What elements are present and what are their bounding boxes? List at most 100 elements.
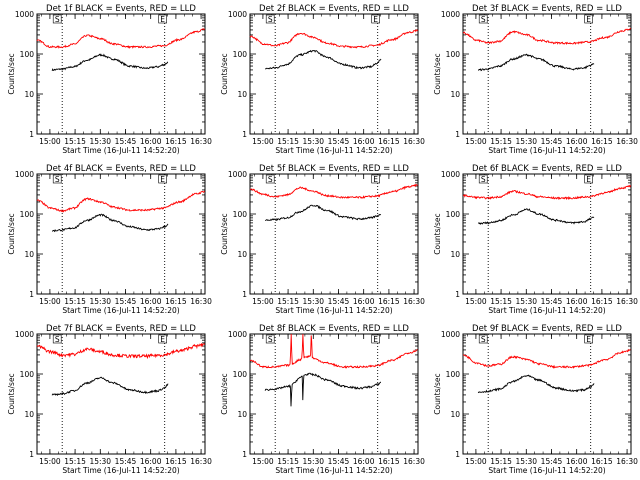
x-tick-label: 15:45: [328, 297, 350, 306]
x-axis-title: Start Time (16-Jul-11 14:52:20): [275, 146, 392, 155]
detector-panel-5: Det 5f BLACK = Events, RED = LLD 1 10 100 10…: [220, 164, 425, 315]
x-tick-label: 16:15: [591, 297, 613, 306]
plot-frame: [462, 173, 632, 295]
start-marker-letter: S: [481, 175, 486, 184]
detector-panel-2: Det 2f BLACK = Events, RED = LLD 1 10 100 10…: [220, 4, 425, 155]
marker-box: [371, 14, 380, 24]
start-marker-letter: S: [55, 175, 60, 184]
x-tick-label: 15:30: [302, 457, 324, 466]
marker-box: [52, 334, 62, 344]
x-tick-label: 16:30: [403, 137, 425, 146]
panel-title: Det 1f BLACK = Events, RED = LLD: [46, 4, 196, 14]
x-axis-title: Start Time (16-Jul-11 14:52:20): [62, 306, 179, 315]
y-axis-title: Counts/sec: [220, 213, 229, 254]
marker-box: [158, 334, 167, 344]
series-line-lld: [249, 29, 419, 49]
series-line-events: [264, 204, 382, 222]
x-axis-title: Start Time (16-Jul-11 14:52:20): [62, 466, 179, 475]
detector-panel-7: Det 7f BLACK = Events, RED = LLD 1 10 100 10…: [7, 324, 212, 475]
x-tick-label: 15:30: [302, 297, 324, 306]
start-marker-letter: S: [481, 335, 486, 344]
y-tick-label: 1000: [15, 10, 34, 19]
x-tick-label: 15:45: [115, 297, 137, 306]
start-marker-letter: S: [268, 335, 273, 344]
y-tick-label: 10: [450, 410, 460, 419]
x-tick-label: 15:00: [39, 137, 61, 146]
x-tick-label: 16:15: [165, 297, 187, 306]
y-tick-label: 1: [455, 450, 460, 459]
panel-title: Det 4f BLACK = Events, RED = LLD: [46, 164, 196, 174]
x-tick-label: 15:45: [541, 137, 563, 146]
x-tick-label: 15:15: [490, 137, 512, 146]
series-line-lld: [36, 190, 205, 213]
x-tick-label: 15:45: [115, 137, 137, 146]
y-tick-label: 100: [233, 50, 248, 59]
panel-title: Det 2f BLACK = Events, RED = LLD: [259, 4, 409, 14]
y-tick-label: 1: [242, 450, 247, 459]
x-tick-label: 15:45: [328, 137, 350, 146]
y-tick-label: 10: [450, 250, 460, 259]
x-tick-label: 16:30: [616, 137, 638, 146]
x-tick-label: 16:00: [140, 457, 162, 466]
series-line-events: [477, 374, 595, 394]
x-tick-label: 16:30: [616, 457, 638, 466]
series-line-lld: [36, 343, 205, 360]
x-tick-label: 16:00: [353, 457, 375, 466]
x-tick-label: 15:30: [302, 137, 324, 146]
plot-frame: [36, 13, 206, 135]
end-marker-letter: E: [373, 15, 378, 24]
y-tick-label: 10: [24, 90, 34, 99]
x-tick-label: 16:15: [591, 137, 613, 146]
y-tick-label: 1000: [441, 330, 460, 339]
y-tick-label: 100: [446, 370, 461, 379]
y-tick-label: 1: [29, 130, 34, 139]
end-marker-letter: E: [586, 15, 591, 24]
end-marker-letter: E: [586, 335, 591, 344]
x-tick-label: 16:00: [566, 297, 588, 306]
detector-panel-1: Det 1f BLACK = Events, RED = LLD 1 10 100 10…: [7, 4, 212, 155]
x-tick-label: 15:15: [277, 137, 299, 146]
panel-title: Det 7f BLACK = Events, RED = LLD: [46, 324, 196, 334]
start-marker-letter: S: [481, 15, 486, 24]
detector-panel-3: Det 3f BLACK = Events, RED = LLD 1 10 100 10…: [433, 4, 638, 155]
x-tick-label: 15:00: [465, 297, 487, 306]
y-axis-title: Counts/sec: [220, 53, 229, 94]
x-tick-label: 16:15: [378, 297, 400, 306]
plot-frame: [249, 13, 419, 135]
panel-title: Det 5f BLACK = Events, RED = LLD: [259, 164, 409, 174]
y-axis-title: Counts/sec: [220, 373, 229, 414]
x-tick-label: 15:15: [490, 457, 512, 466]
x-axis-title: Start Time (16-Jul-11 14:52:20): [488, 306, 605, 315]
panel-title: Det 3f BLACK = Events, RED = LLD: [472, 4, 622, 14]
y-tick-label: 1000: [228, 170, 247, 179]
x-tick-label: 15:15: [64, 137, 86, 146]
x-tick-label: 15:30: [515, 137, 537, 146]
x-tick-label: 16:15: [591, 457, 613, 466]
y-axis-title: Counts/sec: [7, 213, 16, 254]
series-line-events: [51, 213, 169, 233]
y-tick-label: 1000: [441, 170, 460, 179]
y-tick-label: 100: [233, 370, 248, 379]
y-tick-label: 10: [237, 250, 247, 259]
series-line-lld: [249, 183, 418, 199]
x-tick-label: 15:00: [252, 457, 274, 466]
x-tick-label: 16:30: [616, 297, 638, 306]
marker-box: [478, 334, 488, 344]
x-tick-label: 15:15: [277, 457, 299, 466]
y-tick-label: 100: [446, 50, 461, 59]
marker-box: [158, 14, 167, 24]
y-tick-label: 10: [237, 410, 247, 419]
start-marker-letter: S: [268, 15, 273, 24]
x-tick-label: 15:30: [515, 297, 537, 306]
x-tick-label: 16:00: [140, 297, 162, 306]
end-marker-letter: E: [373, 175, 378, 184]
series-line-lld: [462, 27, 631, 46]
x-tick-label: 15:30: [89, 457, 111, 466]
x-axis-title: Start Time (16-Jul-11 14:52:20): [488, 466, 605, 475]
y-tick-label: 1: [455, 130, 460, 139]
series-line-events: [478, 53, 595, 72]
y-tick-label: 1: [29, 290, 34, 299]
plot-frame: [249, 333, 419, 455]
x-tick-label: 16:15: [165, 457, 187, 466]
